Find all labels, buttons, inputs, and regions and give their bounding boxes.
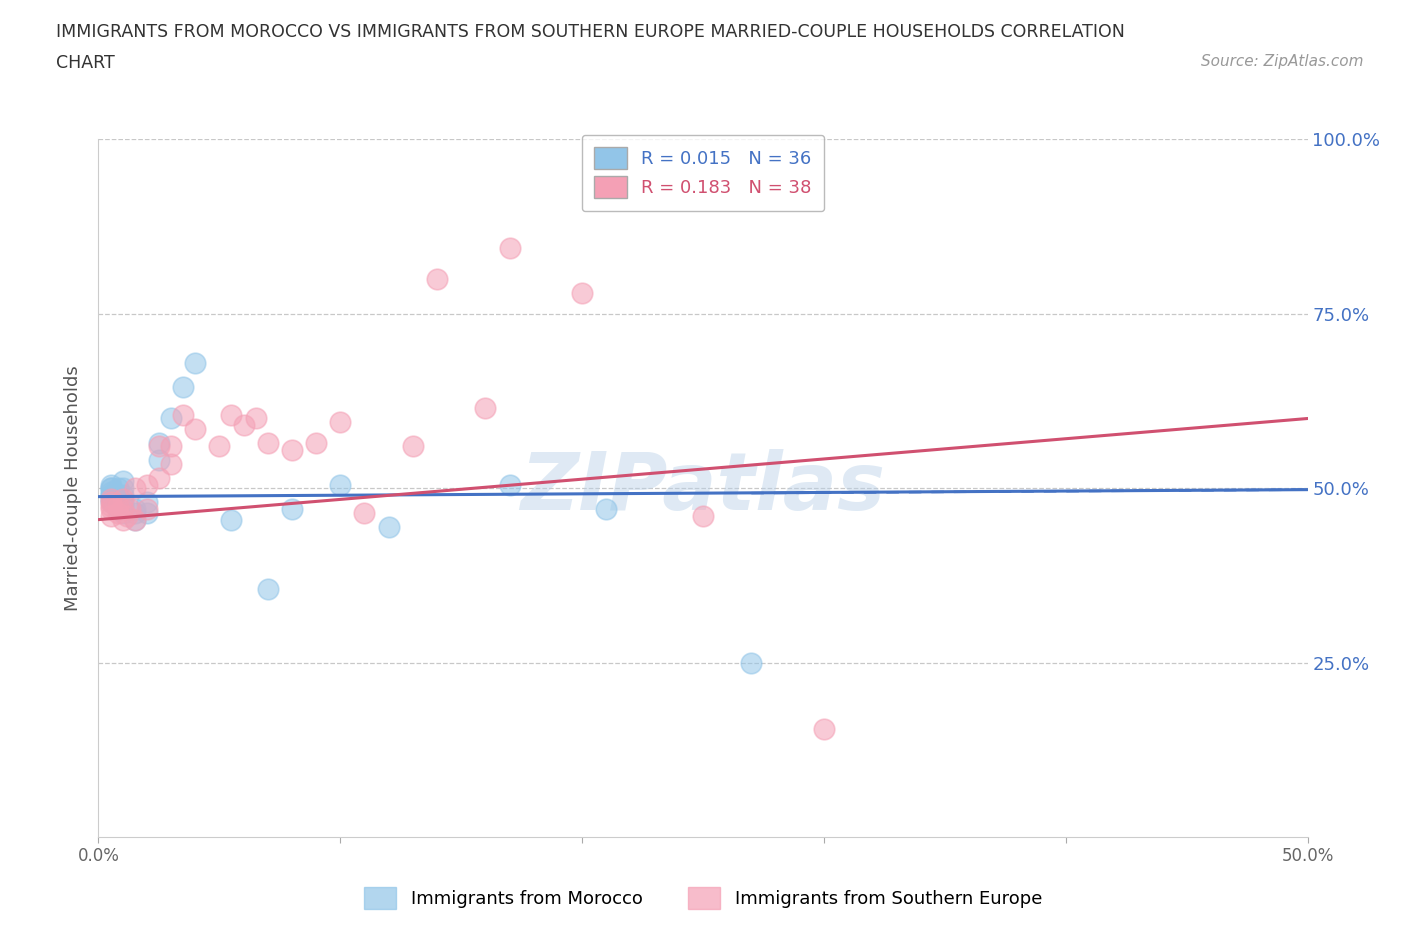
Text: CHART: CHART: [56, 54, 115, 72]
Point: [124, 512, 146, 527]
Point: [100, 509, 122, 524]
Point: [160, 439, 183, 454]
Point: [111, 474, 134, 489]
Point: [107, 488, 129, 503]
Point: [111, 488, 134, 503]
Point: [100, 481, 122, 496]
Point: [256, 582, 278, 597]
Point: [124, 512, 146, 527]
Point: [172, 407, 194, 422]
Point: [498, 477, 520, 492]
Point: [107, 502, 129, 517]
Point: [329, 415, 352, 430]
Point: [160, 411, 183, 426]
Point: [377, 519, 399, 534]
Point: [100, 495, 122, 510]
Point: [100, 491, 122, 506]
Point: [148, 453, 170, 468]
Point: [160, 457, 183, 472]
Point: [221, 512, 243, 527]
Point: [571, 286, 593, 300]
Point: [245, 411, 267, 426]
Point: [184, 421, 207, 436]
Text: IMMIGRANTS FROM MOROCCO VS IMMIGRANTS FROM SOUTHERN EUROPE MARRIED-COUPLE HOUSEH: IMMIGRANTS FROM MOROCCO VS IMMIGRANTS FR…: [56, 23, 1125, 41]
Point: [135, 502, 157, 517]
Point: [474, 401, 496, 416]
Point: [281, 443, 304, 458]
Point: [221, 407, 243, 422]
Point: [111, 505, 134, 520]
Point: [111, 491, 134, 506]
Point: [692, 509, 714, 524]
Text: Source: ZipAtlas.com: Source: ZipAtlas.com: [1201, 54, 1364, 69]
Point: [305, 435, 328, 450]
Point: [402, 439, 425, 454]
Point: [111, 481, 134, 496]
Point: [184, 355, 207, 370]
Point: [118, 502, 141, 517]
Point: [100, 491, 122, 506]
Point: [107, 498, 129, 513]
Point: [813, 722, 835, 737]
Point: [107, 481, 129, 496]
Point: [232, 418, 254, 433]
Text: ZIPatlas: ZIPatlas: [520, 449, 886, 527]
Point: [256, 435, 278, 450]
Point: [100, 498, 122, 513]
Point: [595, 502, 617, 517]
Point: [100, 488, 122, 503]
Point: [426, 272, 449, 286]
Point: [100, 502, 122, 517]
Point: [208, 439, 231, 454]
Point: [111, 495, 134, 510]
Point: [100, 495, 122, 510]
Point: [148, 435, 170, 450]
Point: [100, 488, 122, 503]
Point: [498, 240, 520, 255]
Point: [135, 495, 157, 510]
Point: [107, 505, 129, 520]
Point: [172, 379, 194, 394]
Point: [135, 505, 157, 520]
Point: [111, 498, 134, 513]
Point: [111, 502, 134, 517]
Y-axis label: Married-couple Households: Married-couple Households: [65, 365, 83, 611]
Point: [124, 502, 146, 517]
Point: [117, 509, 139, 524]
Point: [124, 505, 146, 520]
Point: [329, 477, 352, 492]
Point: [100, 481, 122, 496]
Point: [100, 477, 122, 492]
Point: [135, 477, 157, 492]
Point: [740, 656, 762, 671]
Legend: R = 0.015   N = 36, R = 0.183   N = 38: R = 0.015 N = 36, R = 0.183 N = 38: [582, 135, 824, 211]
Point: [148, 471, 170, 485]
Point: [100, 485, 122, 499]
Point: [111, 512, 134, 527]
Point: [353, 505, 375, 520]
Point: [281, 502, 304, 517]
Point: [107, 495, 129, 510]
Point: [124, 481, 146, 496]
Point: [148, 439, 170, 454]
Legend: Immigrants from Morocco, Immigrants from Southern Europe: Immigrants from Morocco, Immigrants from…: [357, 880, 1049, 916]
